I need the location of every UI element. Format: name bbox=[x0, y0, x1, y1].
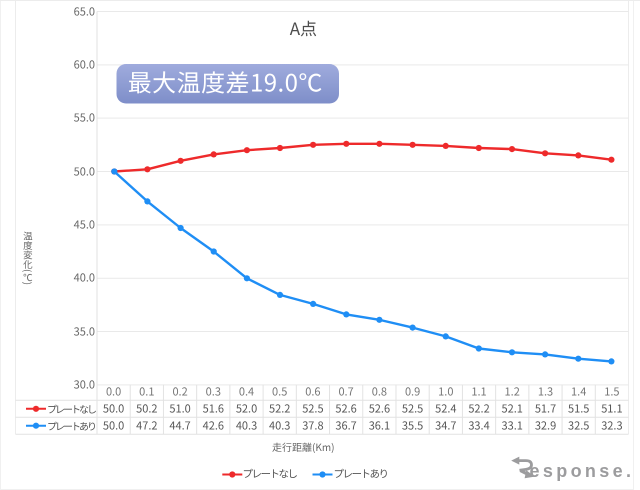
svg-text:esponse.: esponse. bbox=[530, 461, 635, 481]
